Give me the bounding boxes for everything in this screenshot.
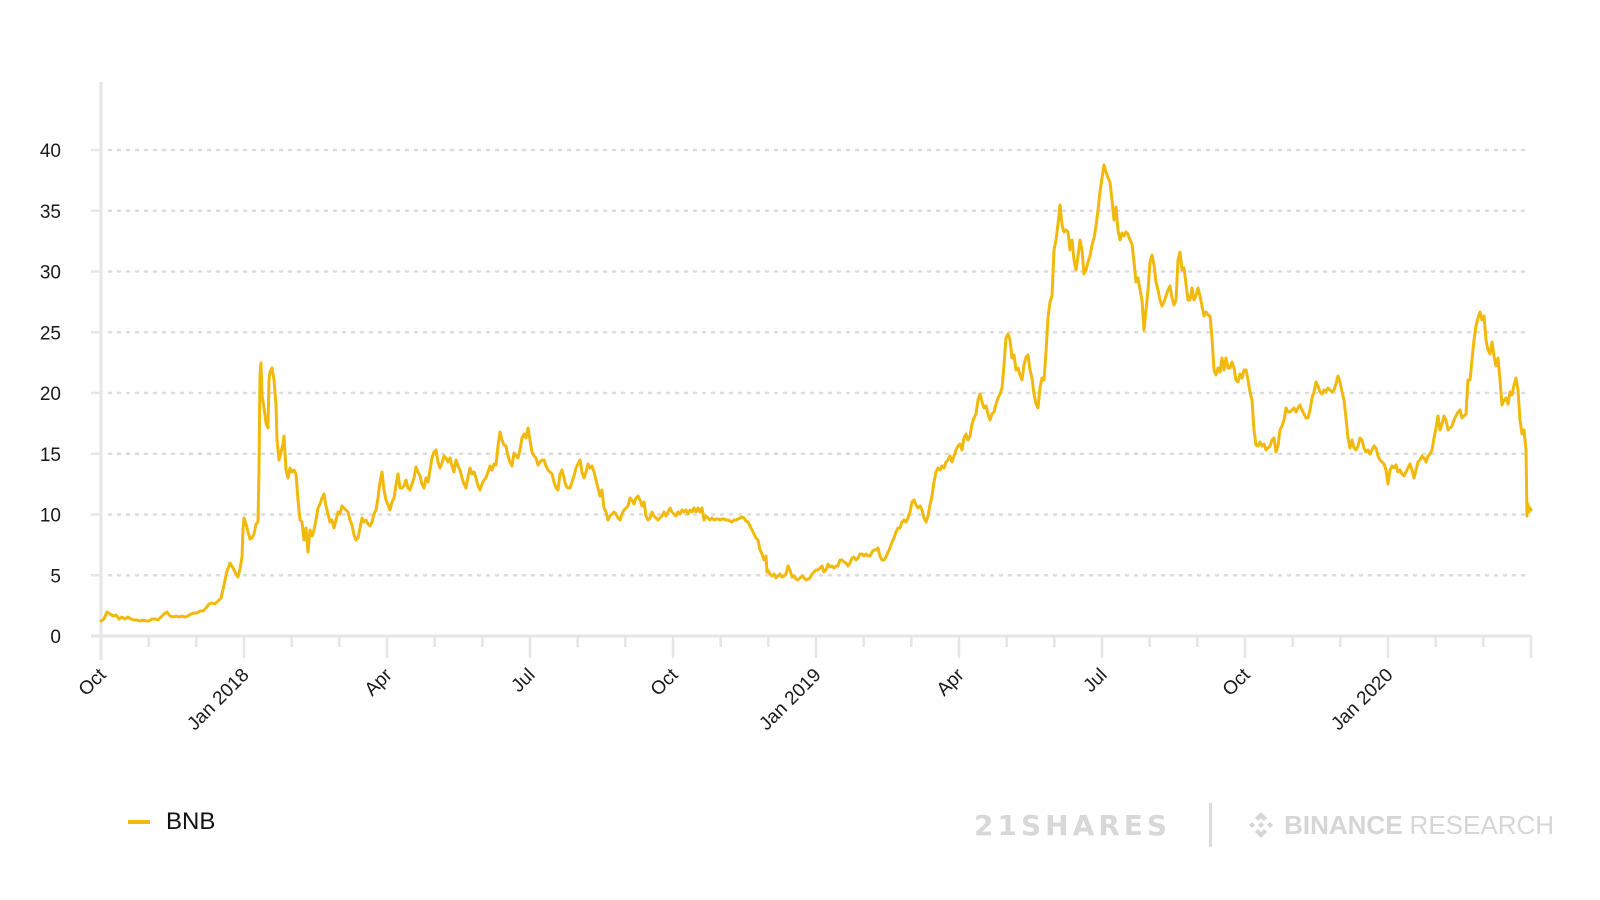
y-tick-label: 30	[40, 263, 61, 284]
x-tick-label: Jan 2019	[755, 665, 825, 735]
logo-divider	[1209, 803, 1213, 847]
y-tick-label: 40	[40, 141, 61, 162]
legend-label-bnb: BNB	[166, 808, 216, 835]
branding-footer: 21SHARES BINANCE RESEARCH	[974, 800, 1554, 850]
y-axis: 0 5 10 15 20 25 30 35 40	[40, 82, 103, 660]
y-tick-label: 20	[40, 384, 61, 405]
x-tick-label: Jul	[508, 665, 540, 697]
y-tick-label: 35	[40, 202, 61, 223]
binance-research-logo: BINANCE RESEARCH	[1246, 810, 1554, 841]
x-tick-label: Jul	[1080, 665, 1112, 697]
x-tick-label: Oct	[647, 664, 683, 700]
x-tick-label: Apr	[361, 664, 397, 700]
chart-legend: BNB	[128, 808, 215, 836]
horizontal-gridlines	[107, 148, 1533, 577]
x-axis: Oct Jan 2018 Apr Jul Oct Jan 2019 Apr Jul Oct Jan…	[75, 634, 1533, 735]
y-tick-label: 5	[50, 566, 61, 587]
y-tick-label: 25	[40, 323, 61, 344]
research-wordmark: RESEARCH	[1409, 809, 1555, 840]
y-tick-label: 15	[40, 445, 61, 466]
y-tick-label: 10	[40, 506, 61, 527]
binance-diamond-icon	[1249, 812, 1274, 838]
binance-wordmark: BINANCE	[1284, 809, 1403, 840]
y-tick-label: 0	[50, 627, 61, 648]
bnb-price-line	[99, 163, 1533, 623]
21shares-logo: 21SHARES	[974, 808, 1172, 842]
x-tick-label: Jan 2018	[183, 665, 253, 735]
x-tick-label: Oct	[75, 664, 111, 700]
x-tick-label: Jan 2020	[1327, 665, 1397, 735]
legend-swatch-bnb	[128, 820, 150, 824]
x-tick-label: Apr	[933, 664, 969, 700]
x-tick-label: Oct	[1219, 664, 1255, 700]
